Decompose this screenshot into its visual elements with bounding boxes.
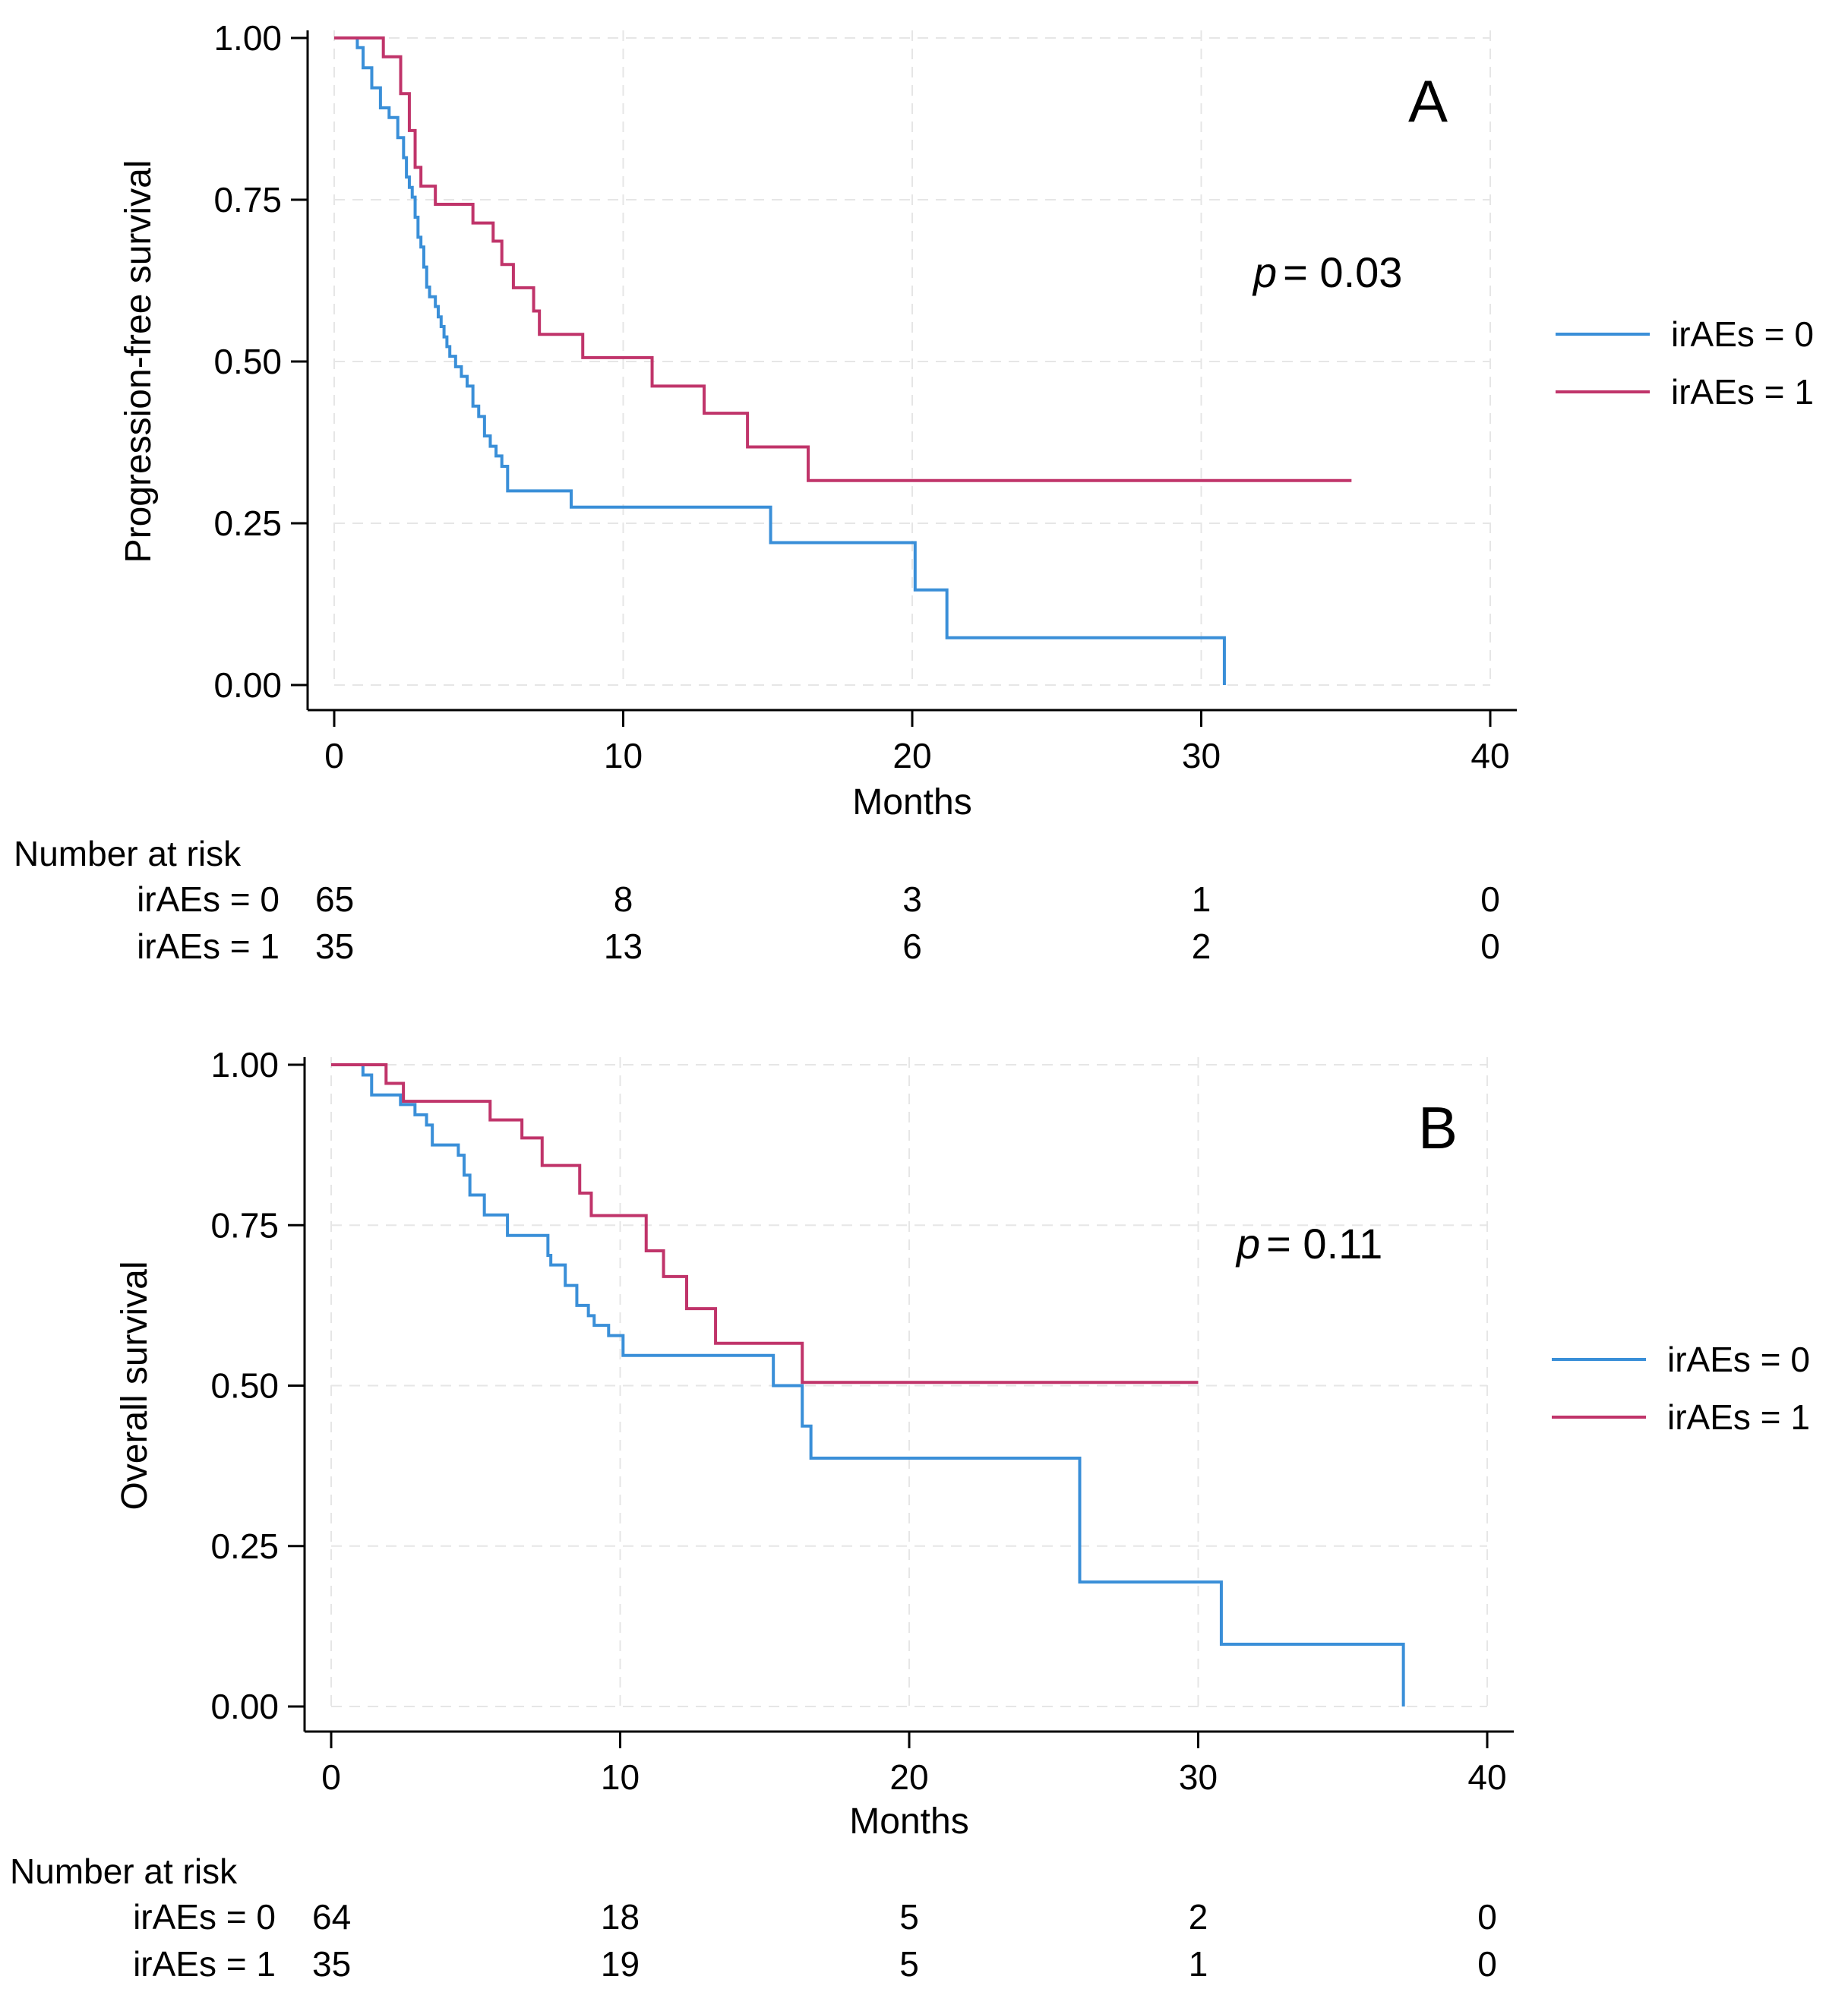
- legend-label-1: irAEs = 1: [1667, 1397, 1810, 1437]
- y-tick-label: 1.00: [210, 1045, 279, 1085]
- y-axis-title: Overall survival: [115, 1261, 155, 1510]
- risk-value: 6: [902, 927, 922, 966]
- risk-row-label: irAEs = 0: [133, 1897, 276, 1937]
- series-line-iraes-0: [334, 36, 1226, 685]
- legend-label-0: irAEs = 0: [1671, 314, 1814, 354]
- risk-table-title: Number at risk: [10, 1852, 238, 1891]
- x-tick-label: 20: [889, 1757, 928, 1797]
- series-line-iraes-1: [334, 36, 1352, 482]
- x-tick-label: 20: [892, 736, 931, 775]
- risk-value: 65: [315, 879, 354, 919]
- y-axis-title: Progression-free survival: [118, 160, 159, 564]
- series-line-iraes-0: [331, 1063, 1405, 1706]
- x-tick-label: 10: [604, 736, 643, 775]
- y-tick-label: 0.50: [210, 1366, 279, 1406]
- x-tick-label: 40: [1467, 1757, 1506, 1797]
- risk-value: 13: [604, 927, 643, 966]
- risk-value: 0: [1480, 927, 1500, 966]
- risk-value: 5: [899, 1897, 919, 1937]
- x-axis-title: Months: [849, 1801, 968, 1842]
- x-tick-label: 0: [324, 736, 344, 775]
- panel-letter: A: [1408, 68, 1448, 134]
- risk-value: 19: [601, 1944, 640, 1984]
- series-line-iraes-1: [331, 1063, 1199, 1384]
- risk-value: 35: [315, 927, 354, 966]
- x-tick-label: 40: [1471, 736, 1509, 775]
- risk-value: 18: [601, 1897, 640, 1937]
- y-tick-label: 0.75: [210, 1205, 279, 1245]
- x-tick-label: 30: [1182, 736, 1221, 775]
- risk-value: 3: [902, 879, 922, 919]
- y-tick-label: 0.00: [213, 665, 282, 705]
- panel-b: 0.000.250.500.751.000 10 20 30 40MonthsOvera…: [10, 1045, 1810, 1984]
- risk-value: 0: [1480, 879, 1500, 919]
- x-tick-label: 0: [321, 1757, 341, 1797]
- risk-value: 0: [1477, 1897, 1497, 1937]
- risk-value: 35: [312, 1944, 351, 1984]
- y-tick-label: 0.25: [210, 1527, 279, 1566]
- risk-value: 2: [1192, 927, 1211, 966]
- p-value-symbol: p: [1235, 1220, 1260, 1268]
- risk-value: 0: [1477, 1944, 1497, 1984]
- panel-letter: B: [1418, 1094, 1458, 1161]
- p-value-text: = 0.11: [1266, 1220, 1382, 1268]
- x-axis-title: Months: [852, 782, 971, 822]
- x-tick-label: 30: [1179, 1757, 1218, 1797]
- y-tick-label: 0.75: [213, 180, 282, 219]
- risk-row-label: irAEs = 1: [137, 927, 280, 966]
- y-tick-label: 0.25: [213, 504, 282, 543]
- risk-table-title: Number at risk: [14, 834, 242, 873]
- risk-value: 1: [1189, 1944, 1208, 1984]
- legend-label-0: irAEs = 0: [1667, 1340, 1810, 1379]
- x-tick-label: 10: [601, 1757, 640, 1797]
- risk-value: 5: [899, 1944, 919, 1984]
- p-value-label: p = 0.11: [1235, 1220, 1382, 1268]
- p-value-text: = 0.03: [1283, 248, 1402, 296]
- p-value-symbol: p: [1252, 248, 1277, 296]
- panel-a: 0.000.250.500.751.000 10 20 30 40MonthsProgr…: [14, 18, 1814, 966]
- risk-row-label: irAEs = 1: [133, 1944, 276, 1984]
- risk-row-label: irAEs = 0: [137, 879, 280, 919]
- risk-value: 8: [614, 879, 633, 919]
- risk-value: 1: [1192, 879, 1211, 919]
- risk-value: 64: [312, 1897, 351, 1937]
- legend-label-1: irAEs = 1: [1671, 372, 1814, 412]
- y-tick-label: 0.00: [210, 1687, 279, 1726]
- y-tick-label: 1.00: [213, 18, 282, 58]
- p-value-label: p = 0.03: [1252, 248, 1402, 296]
- risk-value: 2: [1189, 1897, 1208, 1937]
- y-tick-label: 0.50: [213, 342, 282, 381]
